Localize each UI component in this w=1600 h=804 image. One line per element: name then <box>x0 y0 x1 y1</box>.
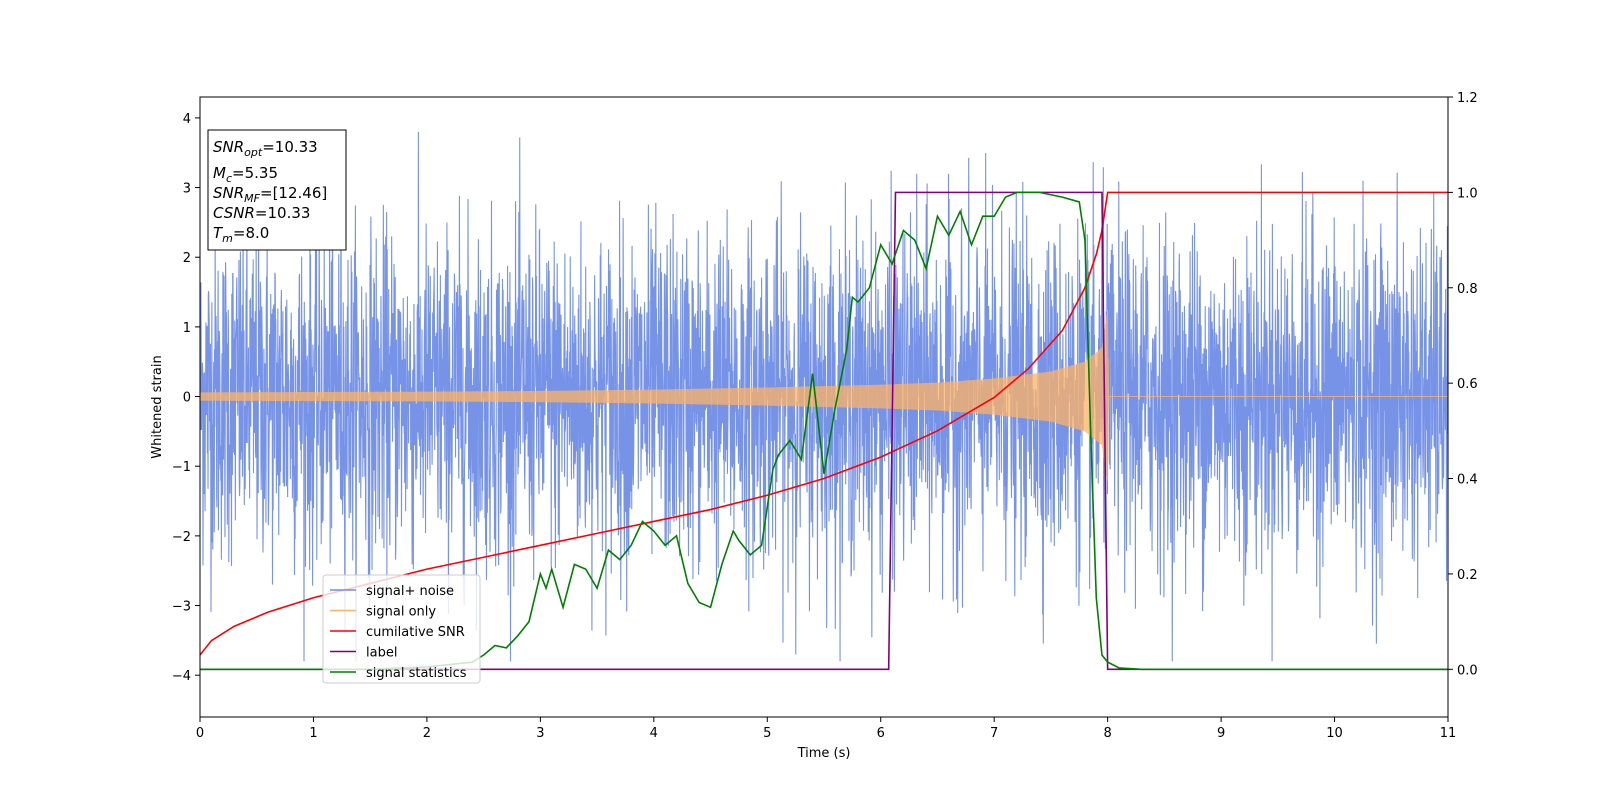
series-layer <box>200 131 1448 671</box>
info-snr-mf-subscript: MF <box>244 192 260 205</box>
x-tick-label: 5 <box>763 726 771 741</box>
legend: signal+ noise signal only cumilative SNR la… <box>322 574 481 684</box>
info-csnr: CSNR=10.33 <box>213 204 310 222</box>
info-mc-value: =5.35 <box>232 164 278 182</box>
info-box: SNRopt=10.33 Mc=5.35 SNRMF=[12.46] CSNR=… <box>207 129 347 251</box>
plot-frame <box>199 96 1449 718</box>
info-csnr-value: =10.33 <box>255 204 311 222</box>
info-snr-opt: SNRopt=10.33 <box>213 138 318 159</box>
info-tm-subscript: m <box>222 232 233 245</box>
y-tick-label: −3 <box>172 600 191 615</box>
y2-tick-label: 0.4 <box>1457 473 1478 488</box>
info-snr-mf-value: =[12.46] <box>260 184 327 202</box>
y2-tick-label: 1.0 <box>1457 186 1478 201</box>
x-tick-label: 4 <box>650 726 658 741</box>
y-tick-label: 4 <box>183 112 191 127</box>
y-tick-label: 3 <box>183 182 191 197</box>
series-signal-statistics <box>200 191 1448 671</box>
x-tick-label: 0 <box>196 726 204 741</box>
y-tick-label: −4 <box>172 669 191 684</box>
x-tick-label: 11 <box>1440 726 1457 741</box>
info-mc-symbol: M <box>213 164 226 182</box>
legend-entry-signal-only: signal only <box>366 605 436 620</box>
y2-tick-label: 0.6 <box>1457 377 1478 392</box>
legend-entry-label: label <box>366 646 397 661</box>
x-axis: 0 1 2 3 4 5 6 7 8 9 10 11 <box>196 717 1456 741</box>
legend-frame <box>322 574 481 684</box>
info-tm: Tm=8.0 <box>213 224 269 245</box>
legend-entry-signal-statistics: signal statistics <box>366 666 467 681</box>
y-axis-right: 0.0 0.2 0.4 0.6 0.8 1.0 1.2 <box>1448 91 1478 678</box>
y-axis-label: Whitened strain <box>150 355 165 458</box>
x-tick-label: 9 <box>1217 726 1225 741</box>
y-axis-left: −4 −3 −2 −1 0 1 2 3 4 <box>172 112 200 684</box>
y2-tick-label: 1.2 <box>1457 91 1478 106</box>
x-tick-label: 2 <box>423 726 431 741</box>
info-box-frame <box>207 129 347 251</box>
x-tick-label: 3 <box>536 726 544 741</box>
y-tick-label: 2 <box>183 251 191 266</box>
legend-entry-cumulative-snr: cumilative SNR <box>366 625 465 640</box>
y-tick-label: 1 <box>183 321 191 336</box>
info-snr-opt-subscript: opt <box>244 146 263 159</box>
info-snr-opt-symbol: SNR <box>213 138 244 156</box>
x-tick-label: 10 <box>1326 726 1343 741</box>
x-axis-label: Time (s) <box>797 746 851 761</box>
y-tick-label: −1 <box>172 460 191 475</box>
info-mc-subscript: c <box>226 172 232 185</box>
y2-tick-label: 0.0 <box>1457 663 1478 678</box>
x-tick-label: 1 <box>309 726 317 741</box>
x-tick-label: 7 <box>990 726 998 741</box>
y-tick-label: −2 <box>172 530 191 545</box>
y-tick-label: 0 <box>183 391 191 406</box>
info-snr-mf-symbol: SNR <box>213 184 244 202</box>
y2-tick-label: 0.2 <box>1457 568 1478 583</box>
series-signal-noise <box>200 131 1448 662</box>
info-tm-symbol: T <box>213 224 224 242</box>
info-snr-opt-value: =10.33 <box>262 138 318 156</box>
info-tm-value: =8.0 <box>233 224 269 242</box>
info-snr-mf: SNRMF=[12.46] <box>213 184 327 205</box>
x-tick-label: 6 <box>877 726 885 741</box>
info-csnr-symbol: CSNR <box>213 204 255 222</box>
info-mc: Mc=5.35 <box>213 164 278 185</box>
x-tick-label: 8 <box>1103 726 1111 741</box>
legend-entry-signal-noise: signal+ noise <box>366 584 454 599</box>
y2-tick-label: 0.8 <box>1457 282 1478 297</box>
series-signal-only <box>200 309 1448 481</box>
series-cumulative-snr <box>200 191 1448 656</box>
